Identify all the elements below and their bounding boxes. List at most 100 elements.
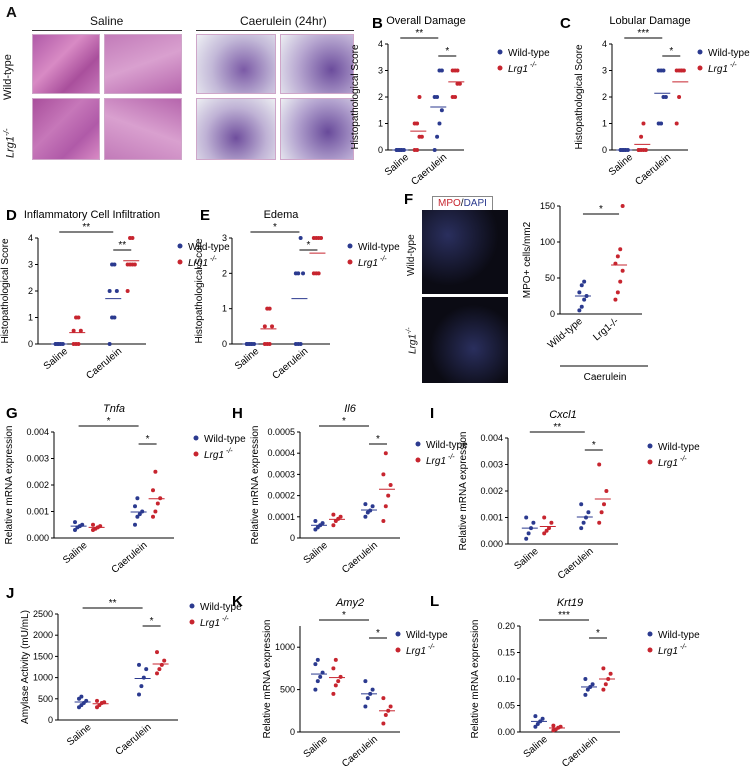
chart-c-point bbox=[659, 121, 664, 126]
chart-b-point bbox=[417, 95, 422, 99]
chart-b-legend-wt-marker bbox=[497, 49, 503, 55]
chart-f-ylabel: MPO+ cells/mm2 bbox=[522, 221, 533, 298]
chart-b-ytick-label: 3 bbox=[378, 66, 383, 76]
chart-j-sig-label-1: ** bbox=[109, 598, 117, 609]
chart-c-ytick-label: 0 bbox=[602, 145, 607, 155]
chart-g-point bbox=[73, 528, 77, 533]
chart-h-point bbox=[383, 504, 388, 509]
chart-k-point bbox=[318, 674, 323, 679]
chart-h-point bbox=[381, 519, 386, 524]
chart-e-point bbox=[267, 306, 272, 311]
chart-i-point bbox=[584, 515, 588, 520]
chart-k-point bbox=[331, 666, 336, 671]
chart-f-point bbox=[579, 304, 584, 309]
chart-c-ytick-label: 4 bbox=[602, 39, 607, 49]
chart-j-point bbox=[159, 662, 164, 667]
chart-h-point bbox=[388, 483, 393, 487]
panel-letter-f: F bbox=[404, 191, 413, 208]
chart-c-point bbox=[679, 68, 684, 73]
chart-j-point bbox=[137, 662, 141, 667]
chart-d-legend-lrg-marker bbox=[177, 259, 183, 265]
chart-h-ytick-label: 0.0005 bbox=[267, 427, 295, 437]
chart-i-title: Cxcl1 bbox=[549, 409, 577, 421]
chart-f-point bbox=[615, 254, 620, 259]
chart-l-ylabel: Relative mRNA expression bbox=[470, 620, 481, 739]
chart-f-point bbox=[582, 297, 587, 302]
chart-k-point bbox=[313, 662, 318, 667]
chart-g-legend-lrg-marker bbox=[193, 451, 199, 457]
chart-b-point bbox=[419, 134, 424, 139]
chart-j-ylabel: Amylase Activity (mU/mL) bbox=[20, 610, 31, 724]
chart-h-title: Il6 bbox=[344, 403, 357, 415]
chart-b-point bbox=[435, 134, 440, 139]
chart-i-point bbox=[531, 520, 536, 525]
chart-l-point bbox=[551, 723, 556, 728]
chart-b-point bbox=[457, 81, 462, 86]
chart-d-point bbox=[130, 236, 135, 240]
chart-g-point bbox=[151, 488, 155, 493]
chart-f-point bbox=[620, 268, 625, 273]
chart-e-category: Caerulein bbox=[271, 346, 311, 382]
chart-l-ytick-label: 0.00 bbox=[497, 727, 515, 737]
chart-b-point bbox=[432, 148, 437, 152]
chart-i-point bbox=[542, 515, 547, 520]
chart-e-point bbox=[316, 271, 321, 276]
chart-k-title: Amy2 bbox=[335, 597, 364, 609]
chart-e-ytick-label: 2 bbox=[222, 268, 227, 278]
chart-b-legend-wt-label: Wild-type bbox=[508, 48, 550, 59]
chart-g-category: Saline bbox=[61, 540, 90, 567]
chart-h-point bbox=[313, 519, 318, 524]
chart-j-legend-lrg-label: Lrg1 bbox=[200, 618, 220, 629]
chart-k-point bbox=[315, 679, 320, 684]
chart-k-legend-wt-label: Wild-type bbox=[406, 630, 448, 641]
chart-b-category: Caerulein bbox=[409, 152, 449, 188]
chart-j-category: Saline bbox=[65, 722, 94, 749]
chart-c-legend-wt-label: Wild-type bbox=[708, 48, 750, 59]
histology-lrg1-saline-high bbox=[104, 98, 182, 160]
chart-d-ytick-label: 2 bbox=[28, 286, 33, 296]
chart-h-point bbox=[331, 512, 336, 517]
chart-l-point bbox=[540, 716, 545, 721]
chart-f-category: Lrg1-/- bbox=[591, 316, 621, 343]
chart-i-point bbox=[597, 462, 602, 467]
chart-c-legend-lrg-label: Lrg1 bbox=[708, 64, 728, 75]
chart-g-sig-label-2: * bbox=[146, 434, 150, 445]
panel-letter-j: J bbox=[6, 585, 14, 602]
chart-d-ylabel: Histopathological Score bbox=[0, 238, 11, 343]
chart-l-point bbox=[601, 687, 606, 692]
chart-i-point bbox=[604, 489, 609, 493]
chart-i-ytick-label: 0.001 bbox=[480, 513, 503, 523]
chart-k-sig-label-2: * bbox=[376, 628, 380, 639]
panel-letter-b: B bbox=[372, 15, 383, 32]
chart-d-legend-lrg-sup: -/- bbox=[210, 256, 217, 263]
chart-j-point bbox=[141, 675, 146, 680]
chart-l-sig-label-1: *** bbox=[558, 610, 570, 621]
chart-c-legend-lrg-sup: -/- bbox=[730, 62, 737, 69]
chart-j-ytick-label: 1000 bbox=[33, 673, 53, 683]
chart-b-point bbox=[415, 121, 420, 126]
chart-g-point bbox=[133, 504, 137, 509]
chart-k-point bbox=[333, 657, 338, 662]
chart-k-point bbox=[331, 691, 336, 696]
chart-i-legend-wt-marker bbox=[647, 443, 653, 449]
chart-g-title: Tnfa bbox=[103, 403, 125, 415]
chart-l-point bbox=[535, 722, 540, 727]
chart-b-ylabel: Histopathological Score bbox=[350, 44, 361, 149]
chart-c-legend-wt-marker bbox=[697, 49, 703, 55]
chart-i-ytick-label: 0.004 bbox=[480, 433, 503, 443]
chart-l-legend-wt-marker bbox=[647, 631, 653, 637]
chart-j-legend-lrg-marker bbox=[189, 619, 195, 625]
chart-j-legend-lrg-sup: -/- bbox=[222, 616, 229, 623]
chart-d-point bbox=[107, 289, 112, 293]
chart-e-sig-label-2: * bbox=[306, 240, 310, 251]
chart-f-ytick-label: 100 bbox=[540, 237, 555, 247]
chart-d-legend-lrg-label: Lrg1 bbox=[188, 258, 208, 269]
chart-h-legend-lrg-marker bbox=[415, 457, 421, 463]
chart-l-legend-lrg-label: Lrg1 bbox=[658, 646, 678, 657]
chart-c-ytick-label: 2 bbox=[602, 92, 607, 102]
chart-c-sig-label-2: * bbox=[669, 46, 673, 57]
chart-h-legend-wt-label: Wild-type bbox=[426, 440, 468, 451]
chart-e-legend-lrg-sup: -/- bbox=[380, 256, 387, 263]
chart-l-point bbox=[533, 714, 538, 719]
chart-i-sig-label-1: ** bbox=[553, 422, 561, 433]
